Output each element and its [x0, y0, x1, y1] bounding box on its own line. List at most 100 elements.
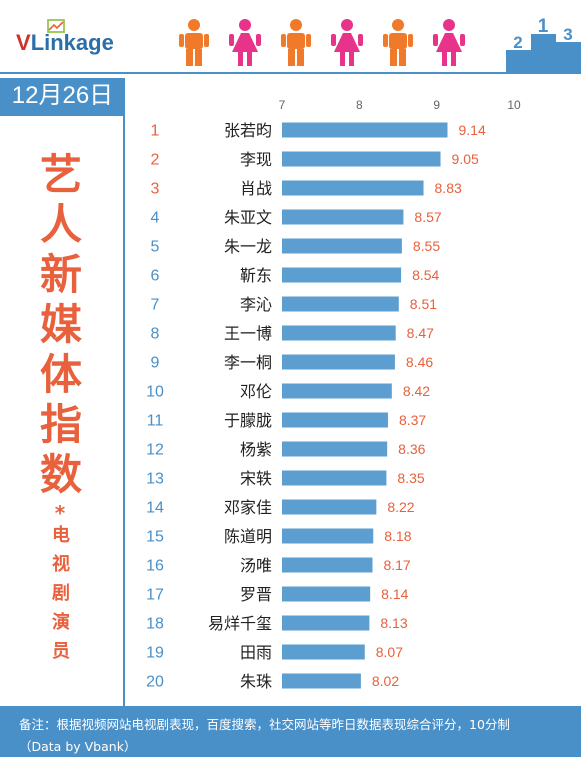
artist-name: 罗晋: [240, 585, 272, 604]
artist-name: 田雨: [240, 643, 272, 662]
bar-value-label: 8.54: [412, 267, 439, 283]
artist-name: 宋轶: [240, 469, 272, 488]
rank-number: 13: [146, 471, 164, 488]
rank-number: 18: [146, 616, 164, 633]
date-divider: [0, 114, 125, 116]
artist-name: 汤唯: [240, 556, 272, 575]
artist-name: 易烊千玺: [208, 614, 272, 633]
bar: [282, 586, 371, 602]
header: VLinkage 2 1 3: [0, 0, 581, 73]
bar-value-label: 8.83: [435, 180, 462, 196]
bar-value-label: 9.05: [452, 151, 479, 167]
bar: [282, 441, 388, 457]
bar-value-label: 8.18: [384, 528, 411, 544]
artist-name: 王一博: [224, 324, 272, 343]
artist-name: 肖战: [240, 179, 272, 198]
bar: [282, 499, 377, 515]
rank-number: 8: [151, 326, 160, 343]
bar: [282, 354, 395, 370]
artist-name: 李沁: [240, 295, 272, 314]
bar-value-label: 8.07: [376, 644, 403, 660]
rank-number: 19: [146, 645, 164, 662]
artist-name: 于朦胧: [224, 411, 272, 430]
rank-number: 3: [151, 181, 160, 198]
bar-value-label: 8.14: [381, 586, 408, 602]
bar-value-label: 8.36: [398, 441, 425, 457]
bar-value-label: 8.35: [397, 470, 424, 486]
rank-number: 9: [151, 355, 160, 372]
rank-number: 10: [146, 384, 164, 401]
bar: [282, 296, 399, 312]
bar-value-label: 8.57: [414, 209, 441, 225]
rank-number: 6: [151, 268, 160, 285]
bar-value-label: 8.55: [413, 238, 440, 254]
title-char: 指: [39, 400, 82, 449]
panel-divider: [123, 116, 125, 706]
svg-text:3: 3: [563, 25, 572, 44]
subtitle-char: 员: [52, 641, 70, 662]
title-char: 体: [39, 350, 82, 399]
artist-name: 靳东: [240, 266, 272, 285]
bar: [282, 673, 361, 689]
logo-v: V: [16, 30, 31, 55]
footer: 备注：根据视频网站电视剧表现，百度搜索，社交网站等昨日数据表现综合评分，10分制…: [0, 706, 581, 757]
artist-name: 陈道明: [224, 527, 272, 546]
title-asterisk: *: [54, 501, 66, 525]
bar-value-label: 8.47: [407, 325, 434, 341]
date-label: 12月26日: [0, 78, 125, 114]
girl-icon: [229, 19, 261, 66]
svg-text:1: 1: [538, 16, 549, 37]
artist-name: 邓家佳: [224, 498, 272, 517]
title-char: 人: [39, 200, 82, 249]
ranking-bar-chart: 7 8 9 10 1 张若昀 9.14 2 李现 9.05 3 肖战 8.83 4 朱亚文 8.57 5 朱一龙 8…: [146, 98, 521, 691]
bar: [282, 644, 365, 660]
footer-source: （Data by Vbank）: [19, 739, 137, 754]
boy-icon: [281, 19, 311, 66]
bar: [282, 180, 424, 196]
boy-icon: [179, 19, 209, 66]
rank-number: 12: [146, 442, 164, 459]
bar-value-label: 8.42: [403, 383, 430, 399]
bar: [282, 412, 388, 428]
bar: [282, 267, 402, 283]
bar-value-label: 8.37: [399, 412, 426, 428]
x-tick-label: 10: [507, 98, 521, 112]
rank-number: 14: [146, 500, 164, 517]
vlinkage-logo: VLinkage: [16, 30, 114, 56]
boy-icon: [383, 19, 413, 66]
x-tick-label: 8: [356, 98, 363, 112]
rank-number: 4: [151, 210, 160, 227]
bar: [282, 470, 387, 486]
bar: [282, 151, 441, 167]
artist-name: 张若昀: [224, 121, 272, 140]
artist-name: 朱亚文: [224, 208, 272, 227]
header-divider: [0, 72, 581, 74]
bar: [282, 209, 404, 225]
rank-number: 16: [146, 558, 164, 575]
vertical-title: 艺 人 新 媒 体 指 数: [28, 150, 94, 500]
x-tick-label: 9: [433, 98, 440, 112]
bar: [282, 122, 448, 138]
artist-name: 李现: [240, 150, 272, 169]
title-char: 艺: [39, 150, 82, 199]
subtitle-char: 演: [52, 612, 70, 633]
girl-icon: [331, 19, 363, 66]
title-char: 媒: [39, 300, 82, 349]
artist-name: 李一桐: [224, 353, 272, 372]
bar: [282, 557, 373, 573]
people-icons: [179, 19, 465, 66]
logo-text: Linkage: [30, 30, 114, 55]
artist-name: 朱珠: [240, 672, 272, 691]
title-char: 新: [39, 250, 82, 299]
subtitle-char: 电: [52, 525, 70, 546]
rank-number: 15: [146, 529, 164, 546]
artist-name: 朱一龙: [224, 237, 272, 256]
bar-value-label: 8.02: [372, 673, 399, 689]
artist-name: 杨紫: [240, 440, 272, 459]
bar-value-label: 8.46: [406, 354, 433, 370]
rank-number: 7: [151, 297, 160, 314]
bar-value-label: 9.14: [458, 122, 485, 138]
bar: [282, 528, 374, 544]
vertical-subtitle: 电 视 剧 演 员: [48, 521, 74, 666]
title-panel: 艺 人 新 媒 体 指 数 * 电 视 剧 演 员: [0, 116, 123, 706]
